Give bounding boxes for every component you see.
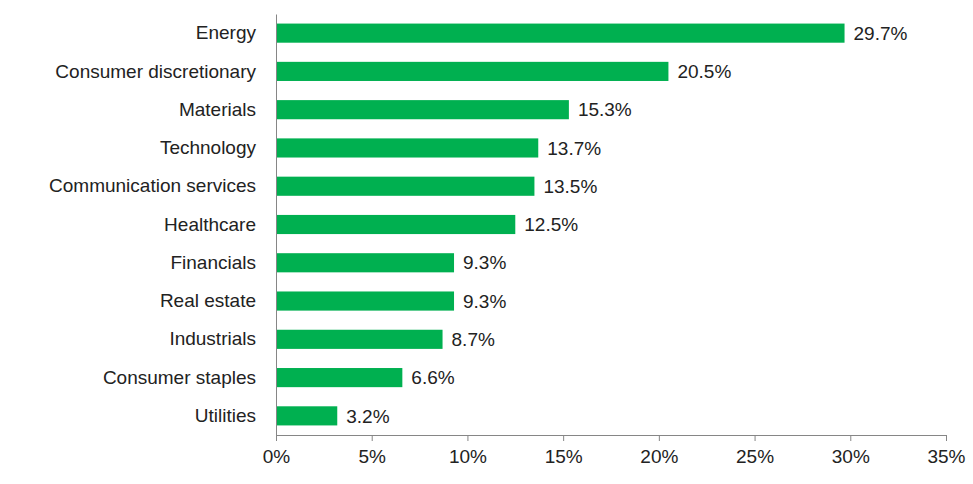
data-label: 29.7% [854,23,908,44]
tick: 30% [832,435,870,467]
bar [276,291,454,310]
chart-container: 0% 5% 10% 15% 20% 25% 30% 35% Energy Consumer dis… [0,0,973,484]
tick: 10% [449,435,487,467]
tick-label: 25% [736,446,774,467]
bar [276,177,534,196]
data-labels: 29.7% 20.5% 15.3% 13.7% 13.5% 12.5% 9.3% 9.3% 8.… [346,23,907,427]
tick: Communication services [49,175,256,196]
tick-label: 20% [640,446,678,467]
category-label: Consumer discretionary [55,60,256,81]
tick: Utilities [195,405,256,426]
tick: Consumer discretionary [55,60,256,81]
tick-label: 35% [927,446,965,467]
category-label: Consumer staples [103,367,256,388]
data-label: 3.2% [346,406,389,427]
tick: 0% [263,435,291,467]
data-label: 8.7% [452,329,495,350]
tick: Energy [196,22,257,43]
tick: Industrials [169,328,256,349]
bar [276,62,668,81]
tick-label: 15% [545,446,583,467]
tick: 20% [640,435,678,467]
category-label: Communication services [49,175,256,196]
data-label: 13.7% [547,138,601,159]
tick-mark [563,435,564,441]
tick-label: 10% [449,446,487,467]
data-label: 9.3% [463,291,506,312]
tick-mark [276,435,277,441]
tick: 15% [545,435,583,467]
tick-label: 30% [832,446,870,467]
tick: 25% [736,435,774,467]
data-label: 12.5% [524,214,578,235]
bars [276,24,845,426]
tick: 35% [927,435,965,467]
axis-line [276,15,277,436]
chart-svg: 0% 5% 10% 15% 20% 25% 30% 35% Energy Consumer dis… [0,0,973,484]
tick: Technology [160,137,257,158]
tick-mark [850,435,851,441]
data-label: 13.5% [543,176,597,197]
bar [276,253,454,272]
tick: Real estate [160,290,256,311]
category-label: Technology [160,137,257,158]
tick-label: 5% [358,446,386,467]
category-label: Healthcare [164,214,256,235]
bar [276,24,845,43]
category-label: Industrials [169,328,256,349]
data-label: 15.3% [578,99,632,120]
tick: Consumer staples [103,367,256,388]
data-label: 20.5% [677,61,731,82]
value-axis: 0% 5% 10% 15% 20% 25% 30% 35% [263,435,966,467]
plot-area: 0% 5% 10% 15% 20% 25% 30% 35% Energy Consumer dis… [49,15,966,468]
category-label: Materials [179,99,256,120]
tick: Healthcare [164,214,256,235]
tick-mark [372,435,373,441]
data-label: 6.6% [411,367,454,388]
category-label: Real estate [160,290,256,311]
tick-label: 0% [263,446,291,467]
tick: Materials [179,99,256,120]
bar [276,215,515,234]
bar [276,138,538,157]
tick-mark [467,435,468,441]
tick: Financials [170,252,256,273]
bar [276,368,402,387]
tick: 5% [358,435,386,467]
bar [276,330,443,349]
bar [276,100,569,119]
bar [276,406,337,425]
tick-mark [659,435,660,441]
category-axis: Energy Consumer discretionary Materials Tec… [49,15,276,436]
tick-mark [755,435,756,441]
tick-mark [946,435,947,441]
axis-line [277,435,947,436]
category-label: Utilities [195,405,256,426]
category-label: Energy [196,22,257,43]
category-label: Financials [170,252,256,273]
data-label: 9.3% [463,252,506,273]
